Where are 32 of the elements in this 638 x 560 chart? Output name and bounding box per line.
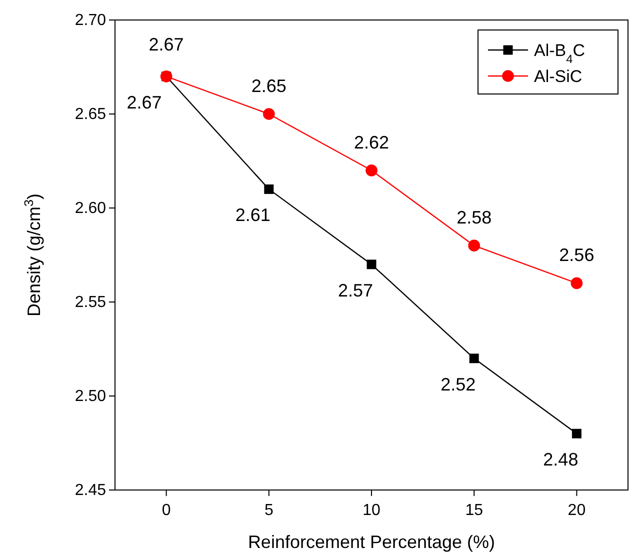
y-tick-label: 2.55 — [74, 294, 106, 312]
point — [262, 108, 275, 120]
point — [469, 354, 479, 364]
data-label: 2.65 — [251, 76, 286, 96]
y-tick-label: 2.60 — [74, 200, 106, 218]
point — [366, 164, 378, 176]
point — [366, 260, 376, 270]
data-label: 2.52 — [440, 374, 476, 394]
x-tick-label: 0 — [162, 502, 171, 519]
data-label: 2.67 — [126, 92, 162, 112]
point — [468, 240, 480, 252]
point — [570, 277, 583, 290]
data-label: 2.48 — [543, 450, 578, 470]
x-tick-label: 15 — [465, 502, 484, 519]
legend-label: Al-SiC — [534, 67, 582, 86]
y-tick-label: 2.70 — [74, 12, 106, 30]
legend-label: Al-B$_{4}$C — [534, 41, 586, 66]
point — [264, 184, 274, 194]
data-label: 2.56 — [559, 245, 594, 266]
data-label: 2.57 — [338, 280, 374, 300]
data-label: 2.67 — [148, 34, 184, 54]
x-tick-label: 5 — [264, 502, 274, 519]
x-tick-label: 20 — [568, 502, 586, 519]
point — [572, 428, 582, 438]
data-label: 2.58 — [456, 208, 492, 228]
x-tick-label: 10 — [362, 502, 380, 519]
data-label: 2.61 — [235, 205, 270, 226]
x-axis-title: Reinforcement Percentage (%) — [248, 532, 496, 552]
data-label: 2.62 — [354, 132, 390, 152]
y-tick-label: 2.45 — [74, 482, 106, 500]
y-tick-label: 2.65 — [74, 106, 106, 124]
y-tick-label: 2.50 — [74, 388, 106, 406]
